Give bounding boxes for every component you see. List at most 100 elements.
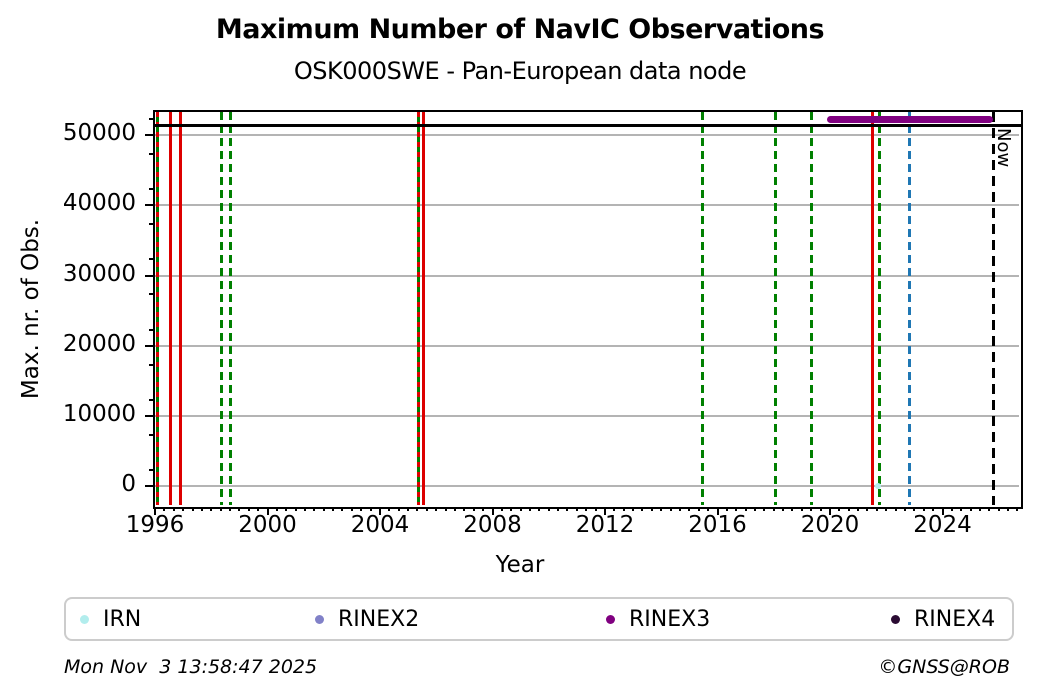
x-tick-label-2004: 2004 [350,512,410,538]
x-minor-tick [341,507,344,511]
x-tick-label-2020: 2020 [800,512,860,538]
x-minor-tick [594,507,597,511]
y-tick-label-0: 0 [121,471,136,498]
x-minor-tick [875,507,878,511]
x-axis-label: Year [495,552,545,578]
x-minor-tick [641,507,644,511]
x-minor-tick [247,507,250,511]
x-minor-tick [885,507,888,511]
x-minor-tick [510,507,513,511]
x-minor-tick [519,507,522,511]
x-minor-tick [294,507,297,511]
event-line-2-solid [168,112,172,505]
x-minor-tick [660,507,663,511]
y-major-tick-10000 [145,414,153,417]
x-major-tick-2012 [604,507,606,515]
x-minor-tick [463,507,466,511]
x-minor-tick [894,507,897,511]
x-minor-tick [819,507,822,511]
x-minor-tick [182,507,185,511]
chart-title: Maximum Number of NavIC Observations [215,14,825,45]
x-minor-tick [219,507,222,511]
y-minor-tick [149,433,153,436]
y-minor-tick [149,398,153,401]
x-minor-tick [528,507,531,511]
footer-timestamp: Mon Nov 3 13:58:47 2025 [64,656,318,678]
chart-subtitle: OSK000SWE - Pan-European data node [293,57,747,85]
x-minor-tick [932,507,935,511]
x-minor-tick [753,507,756,511]
legend: IRN RINEX2 RINEX3 RINEX4 [64,597,1014,641]
y-major-tick-50000 [145,134,153,137]
x-minor-tick [575,507,578,511]
x-minor-tick [678,507,681,511]
x-minor-tick [191,507,194,511]
event-line-9-dashed [701,112,705,505]
x-minor-tick [847,507,850,511]
x-minor-tick [557,507,560,511]
x-minor-tick [566,507,569,511]
legend-label-rinex2: RINEX2 [338,606,420,632]
x-minor-tick [922,507,925,511]
x-major-tick-2024 [941,507,944,515]
event-line-8-solid [422,112,426,505]
y-minor-tick [149,293,153,296]
y-minor-tick [149,363,153,366]
gridline-y-10000 [155,414,1019,417]
x-minor-tick [444,507,447,511]
event-line-7-dashed [416,112,420,505]
x-minor-tick [304,507,306,511]
x-minor-tick [866,507,869,511]
y-tick-label-20000: 20000 [62,330,136,357]
x-minor-tick [613,507,616,511]
y-major-tick-40000 [145,204,153,207]
event-line-5-dashed [229,112,233,505]
event-line-14-dashed [907,112,911,505]
x-minor-tick [978,507,981,511]
x-minor-tick [632,507,635,511]
x-minor-tick [725,507,728,511]
event-line-11-dashed [809,112,813,505]
x-minor-tick [425,507,428,511]
y-major-tick-0 [145,485,153,488]
event-line-3-solid [178,112,182,505]
x-minor-tick [585,507,588,511]
x-major-tick-2016 [716,507,719,515]
x-minor-tick [350,507,353,511]
x-minor-tick [960,507,963,511]
event-line-1-dashed [155,112,159,505]
x-major-tick-2004 [379,507,381,515]
x-minor-tick [210,507,213,511]
legend-label-rinex4: RINEX4 [914,606,996,632]
x-minor-tick [453,507,456,511]
x-minor-tick [913,507,916,511]
y-tick-label-50000: 50000 [62,120,136,147]
x-minor-tick [416,507,419,511]
x-minor-tick [1016,507,1019,511]
x-minor-tick [791,507,794,511]
x-minor-tick [838,507,841,511]
gridline-y-30000 [155,274,1019,277]
x-minor-tick [360,507,363,511]
x-minor-tick [857,507,860,511]
y-axis-label: Max. nr. of Obs. [18,218,44,400]
event-line-12-solid [870,112,874,505]
x-major-tick-2008 [491,507,494,515]
x-minor-tick [538,507,541,511]
gridline-y-40000 [155,204,1019,207]
y-minor-tick [149,188,153,191]
x-minor-tick [782,507,785,511]
y-tick-label-10000: 10000 [62,400,136,427]
plot-frame [153,110,1023,509]
legend-item-irn: IRN [80,599,141,639]
event-line-10-dashed [773,112,777,505]
x-minor-tick [1007,507,1010,511]
x-minor-tick [547,507,550,511]
x-major-tick-2000 [266,507,269,515]
x-minor-tick [172,507,175,511]
event-line-13-dashed [878,112,882,505]
footer-copyright: ©GNSS@ROB [878,656,1010,678]
x-minor-tick [988,507,991,511]
legend-label-rinex3: RINEX3 [629,606,711,632]
